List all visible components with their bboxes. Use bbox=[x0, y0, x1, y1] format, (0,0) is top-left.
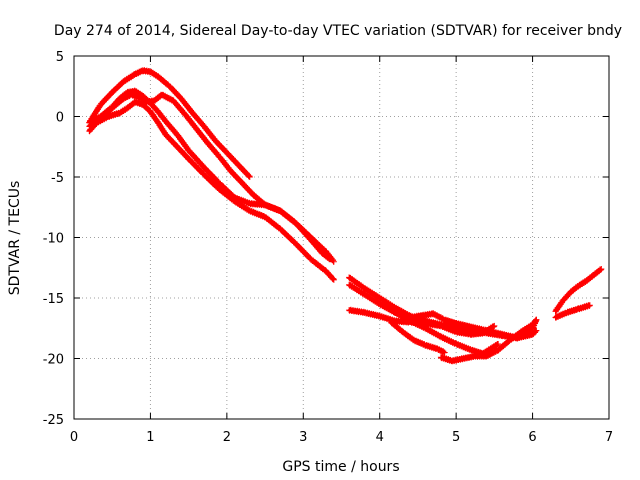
y-axis-label: SDTVAR / TECUs bbox=[7, 181, 23, 296]
series-arc-9 bbox=[388, 319, 448, 356]
series-arc-10 bbox=[437, 316, 540, 365]
series-points bbox=[552, 302, 593, 321]
y-tick-label: -20 bbox=[43, 353, 64, 368]
y-tick-label: -10 bbox=[43, 232, 64, 247]
series-points bbox=[552, 265, 605, 315]
y-tick-label: -25 bbox=[43, 413, 64, 428]
series-points bbox=[388, 319, 448, 356]
series-arc-3 bbox=[86, 87, 337, 265]
series-arc-11 bbox=[552, 302, 593, 321]
y-tick-label: 5 bbox=[56, 50, 64, 65]
series-arc-4 bbox=[86, 98, 337, 283]
y-tick-label: -15 bbox=[43, 292, 64, 307]
chart-title: Day 274 of 2014, Sidereal Day-to-day VTE… bbox=[54, 23, 622, 39]
y-tick-label: -5 bbox=[51, 171, 64, 186]
y-tick-label: 0 bbox=[56, 111, 64, 126]
x-tick-label: 3 bbox=[299, 430, 307, 445]
x-tick-label: 5 bbox=[452, 430, 460, 445]
x-axis-label: GPS time / hours bbox=[282, 459, 399, 475]
x-tick-label: 2 bbox=[223, 430, 231, 445]
series-arc-7 bbox=[346, 306, 498, 338]
series-points bbox=[437, 316, 540, 365]
series-points bbox=[346, 306, 498, 338]
x-tick-label: 1 bbox=[146, 430, 154, 445]
series-points bbox=[346, 274, 540, 342]
axis-ticks: 0 1 2 3 4 5 6 7 -25 -20 -15 -10 -5 0 5 bbox=[43, 50, 613, 445]
series-arc-5 bbox=[346, 274, 540, 342]
series-arc-12 bbox=[552, 265, 605, 315]
x-tick-label: 6 bbox=[528, 430, 536, 445]
data-series bbox=[86, 67, 605, 365]
x-tick-label: 7 bbox=[605, 430, 613, 445]
x-tick-label: 0 bbox=[70, 430, 78, 445]
series-points bbox=[86, 98, 337, 283]
series-points bbox=[86, 87, 337, 265]
x-tick-label: 4 bbox=[376, 430, 384, 445]
